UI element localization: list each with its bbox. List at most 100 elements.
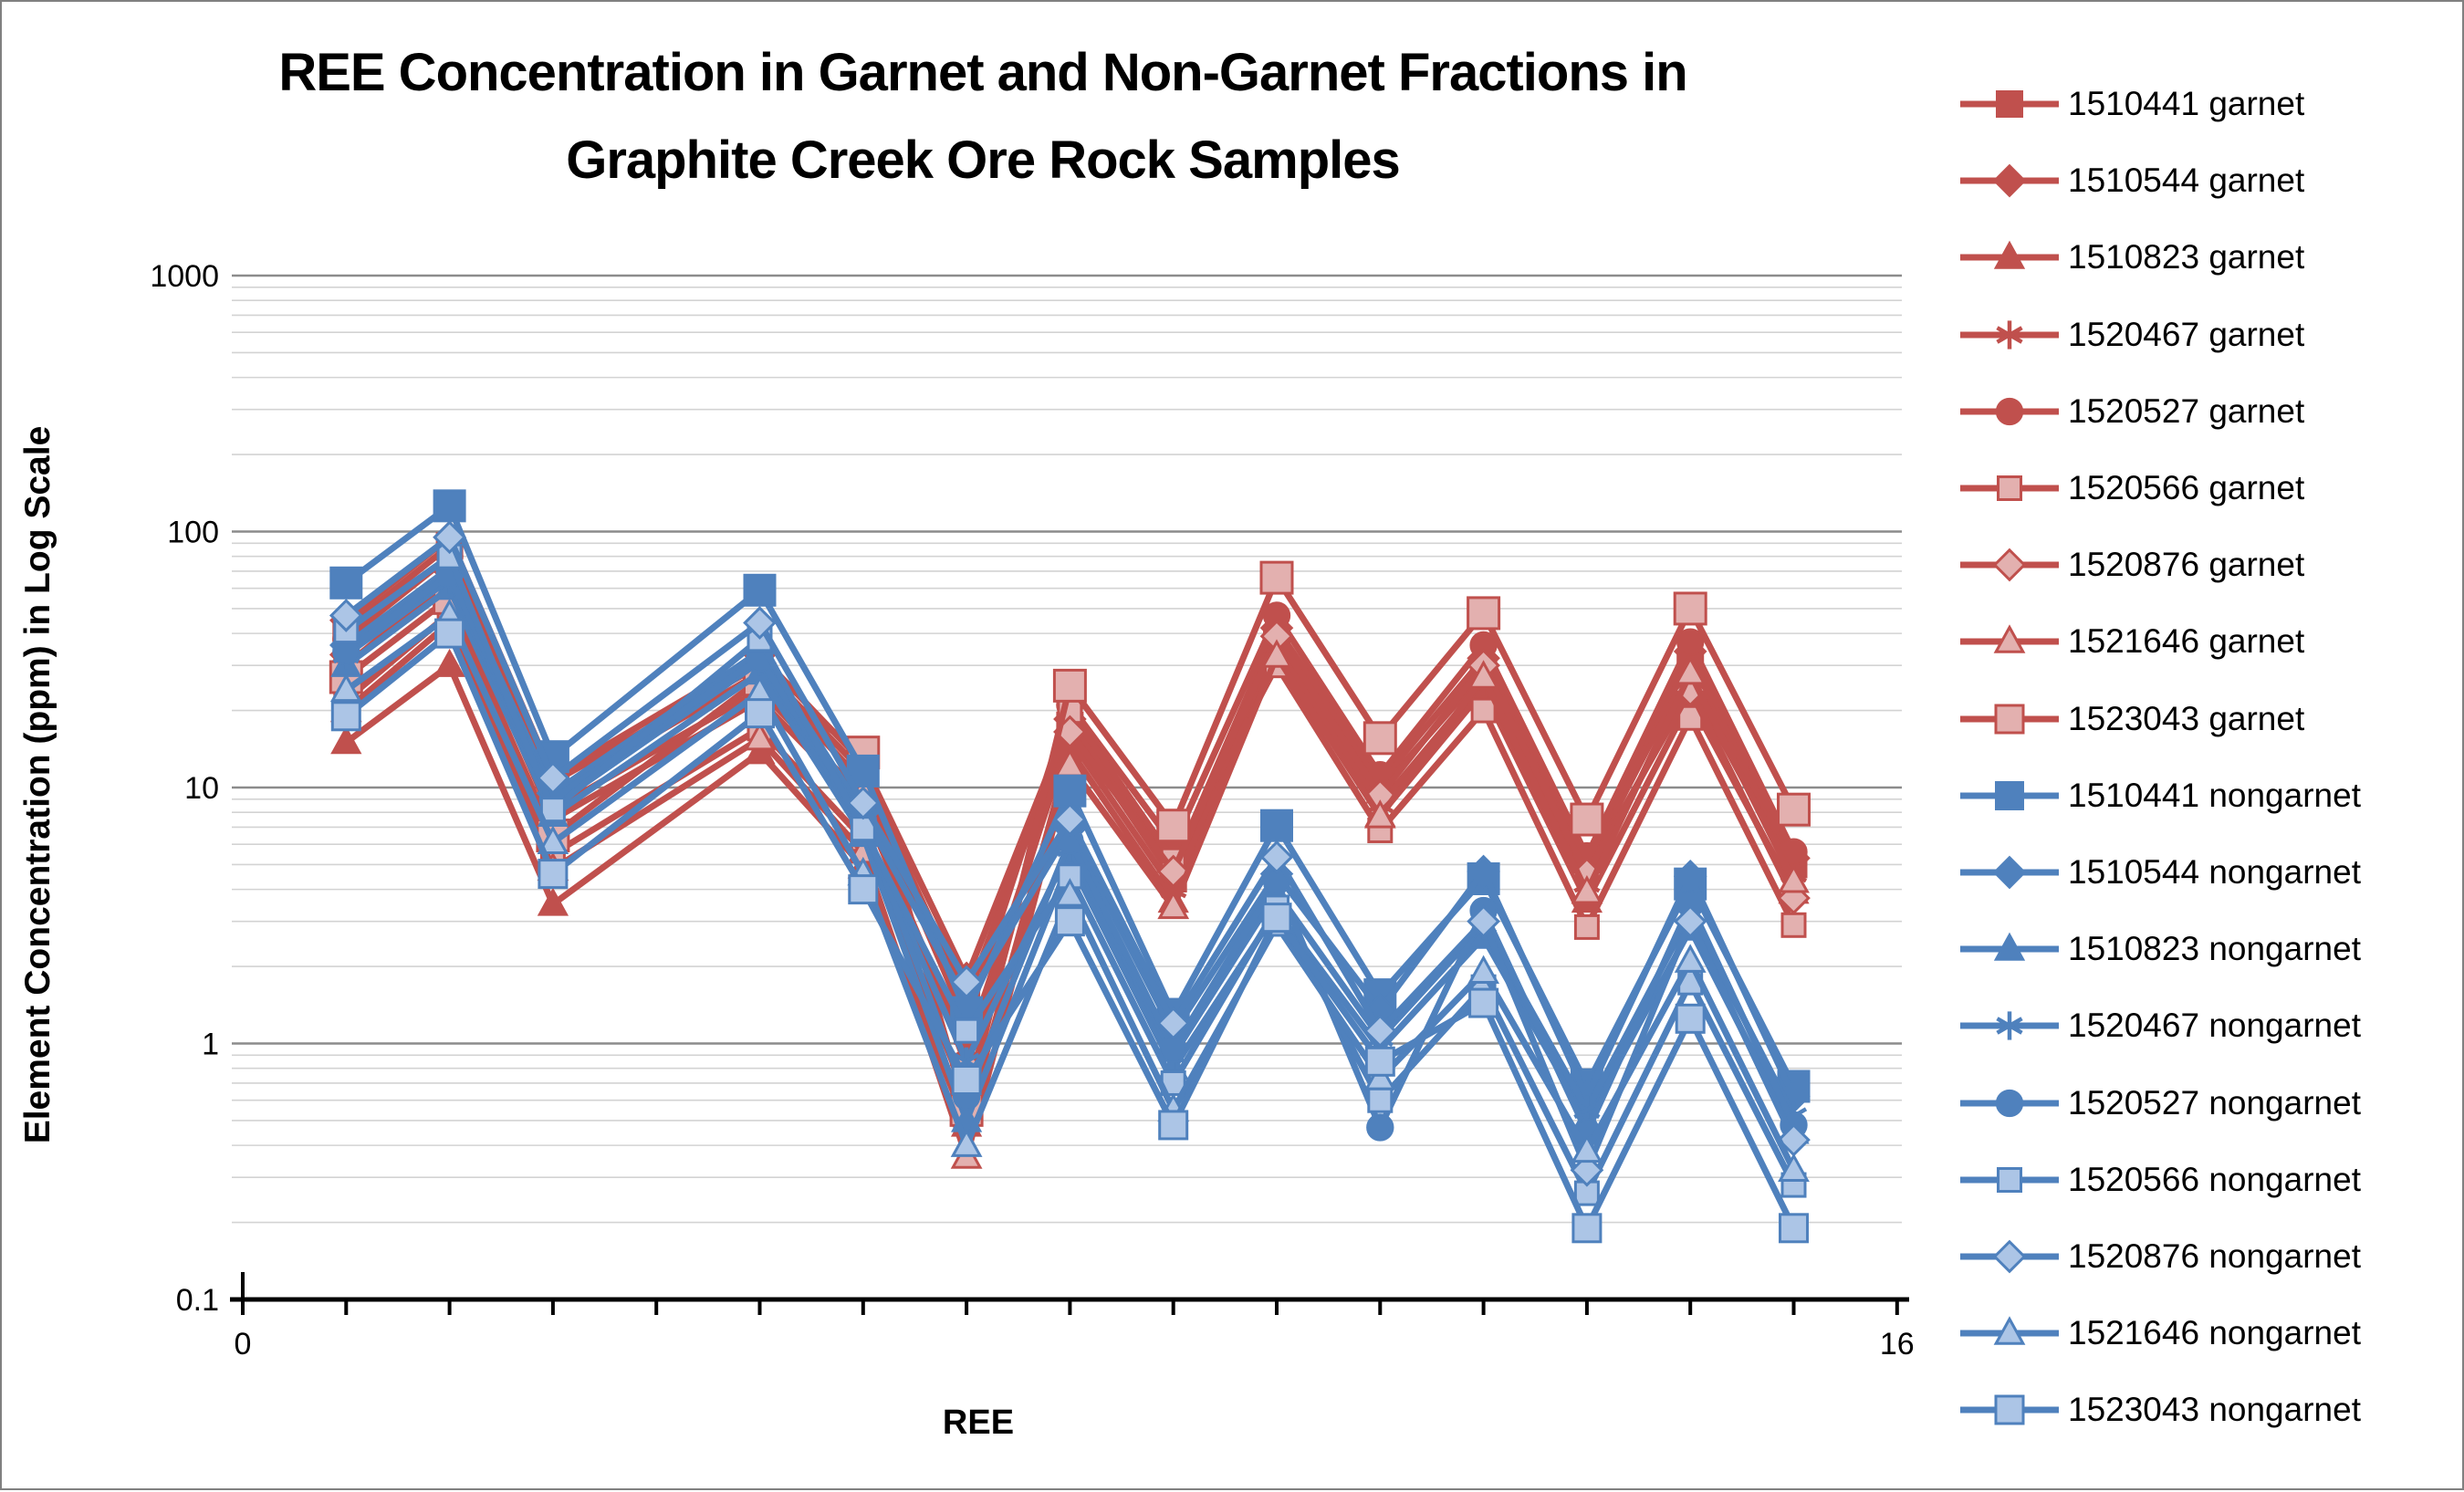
marker-diamond <box>1992 1239 2027 1274</box>
legend-item-label: 1523043 garnet <box>2068 699 2305 737</box>
legend-key-icon <box>1960 397 2059 426</box>
legend-key-icon <box>1960 855 2059 890</box>
legend-item-1520467-nongarnet: 1520467 nongarnet <box>1957 987 2459 1064</box>
marker-triangle <box>330 725 362 755</box>
marker-triangle <box>1157 890 1190 920</box>
legend-key-icon <box>1960 163 2059 198</box>
marker-square <box>1363 721 1397 756</box>
marker-square <box>1780 912 1807 938</box>
marker-square <box>743 573 777 607</box>
series-line <box>342 534 1797 1174</box>
marker-square <box>1468 987 1499 1018</box>
legend-item-1510441-garnet: 1510441 garnet <box>1957 66 2459 142</box>
marker-diamond <box>1156 854 1191 889</box>
legend: 1510441 garnet 1510544 garnet 1510823 garn… <box>1957 66 2459 1448</box>
marker-diamond <box>1673 904 1707 939</box>
legend-item-label: 1510823 nongarnet <box>2068 930 2361 968</box>
legend-item-label: 1520566 garnet <box>2068 469 2305 507</box>
chart-title-line2: Graphite Creek Ore Rock Samples <box>566 130 1401 190</box>
y-axis-title: Element Concentration (ppm) in Log Scale <box>18 425 57 1144</box>
marker-square <box>1054 906 1085 937</box>
marker-triangle <box>1467 955 1499 985</box>
marker-diamond <box>949 985 984 1019</box>
y-tick-label: 100 <box>167 516 219 550</box>
marker-square <box>745 698 775 729</box>
marker-circle <box>1366 1113 1394 1142</box>
legend-item-label: 1520467 garnet <box>2068 315 2305 353</box>
legend-key-icon <box>1960 241 2059 270</box>
marker-square <box>1158 1110 1189 1141</box>
marker-triangle <box>537 887 569 916</box>
series-line <box>342 574 1797 1113</box>
series-line <box>342 611 1797 1174</box>
marker-square <box>1259 560 1294 595</box>
y-tick-label: 1000 <box>150 259 219 294</box>
legend-item-1521646-garnet: 1521646 garnet <box>1957 603 2459 680</box>
marker-square <box>1997 1166 2022 1193</box>
marker-triangle <box>1993 241 2026 270</box>
marker-diamond <box>1156 1006 1191 1040</box>
marker-square <box>1053 774 1087 808</box>
marker-square <box>329 566 363 600</box>
marker-asterisk <box>1996 320 2023 350</box>
y-tick-label: 10 <box>184 771 219 806</box>
marker-square <box>1260 809 1293 842</box>
legend-key-icon <box>1960 1394 2059 1425</box>
marker-square <box>1996 90 2023 119</box>
y-tick-label: 1 <box>202 1028 219 1062</box>
legend-key-icon <box>1960 704 2059 735</box>
series-line <box>342 652 1797 1129</box>
marker-diamond <box>1467 904 1500 939</box>
marker-triangle <box>1778 1153 1810 1183</box>
marker-circle <box>1995 1089 2024 1117</box>
legend-key-icon <box>1960 548 2059 582</box>
marker-triangle <box>950 1128 983 1157</box>
series-line <box>342 630 1797 1232</box>
marker-square <box>1364 1046 1395 1077</box>
marker-diamond <box>329 599 363 632</box>
marker-diamond <box>1467 854 1500 889</box>
marker-diamond <box>846 786 881 820</box>
legend-item-label: 1520527 nongarnet <box>2068 1083 2361 1122</box>
legend-item-1520467-garnet: 1520467 garnet <box>1957 297 2459 373</box>
series-line <box>342 502 1797 1090</box>
marker-square <box>1994 1394 2025 1425</box>
marker-square <box>1675 1003 1706 1034</box>
marker-triangle <box>1467 660 1499 689</box>
legend-item-label: 1510441 nongarnet <box>2068 776 2361 814</box>
legend-item-1510823-garnet: 1510823 garnet <box>1957 219 2459 296</box>
marker-diamond <box>1363 1014 1397 1049</box>
x-axis-title: REE <box>942 1403 1015 1442</box>
legend-key-icon <box>1960 1089 2059 1117</box>
x-tick-label: 0 <box>235 1327 252 1362</box>
marker-diamond <box>1777 881 1811 915</box>
series-line <box>342 553 1797 1197</box>
legend-key-icon <box>1960 932 2059 961</box>
marker-square <box>1367 1087 1394 1113</box>
legend-item-1520566-garnet: 1520566 garnet <box>1957 450 2459 527</box>
marker-square <box>1779 1213 1809 1244</box>
legend-item-1520876-garnet: 1520876 garnet <box>1957 527 2459 603</box>
x-axis <box>230 1272 1909 1315</box>
marker-square <box>539 797 566 823</box>
legend-item-label: 1520876 nongarnet <box>2068 1236 2361 1275</box>
marker-triangle <box>1778 864 1810 893</box>
legend-item-1523043-nongarnet: 1523043 nongarnet <box>1957 1372 2459 1448</box>
marker-triangle <box>1674 655 1707 685</box>
marker-square <box>330 701 361 732</box>
marker-circle <box>1995 397 2024 426</box>
marker-diamond <box>743 606 777 640</box>
marker-triangle <box>1674 944 1707 973</box>
legend-key-icon <box>1960 475 2059 502</box>
plot-area: 1000 100 10 1 0.1 0 16 <box>150 259 1914 1362</box>
legend-item-label: 1510544 garnet <box>2068 162 2305 200</box>
legend-item-label: 1510823 garnet <box>2068 238 2305 276</box>
legend-item-label: 1521646 garnet <box>2068 622 2305 661</box>
legend-item-label: 1523043 nongarnet <box>2068 1391 2361 1429</box>
legend-item-label: 1510544 nongarnet <box>2068 852 2361 891</box>
series-line <box>342 570 1797 1136</box>
marker-square <box>1467 596 1501 631</box>
legend-item-label: 1520876 garnet <box>2068 546 2305 584</box>
marker-square <box>848 874 879 905</box>
marker-square <box>538 859 569 890</box>
